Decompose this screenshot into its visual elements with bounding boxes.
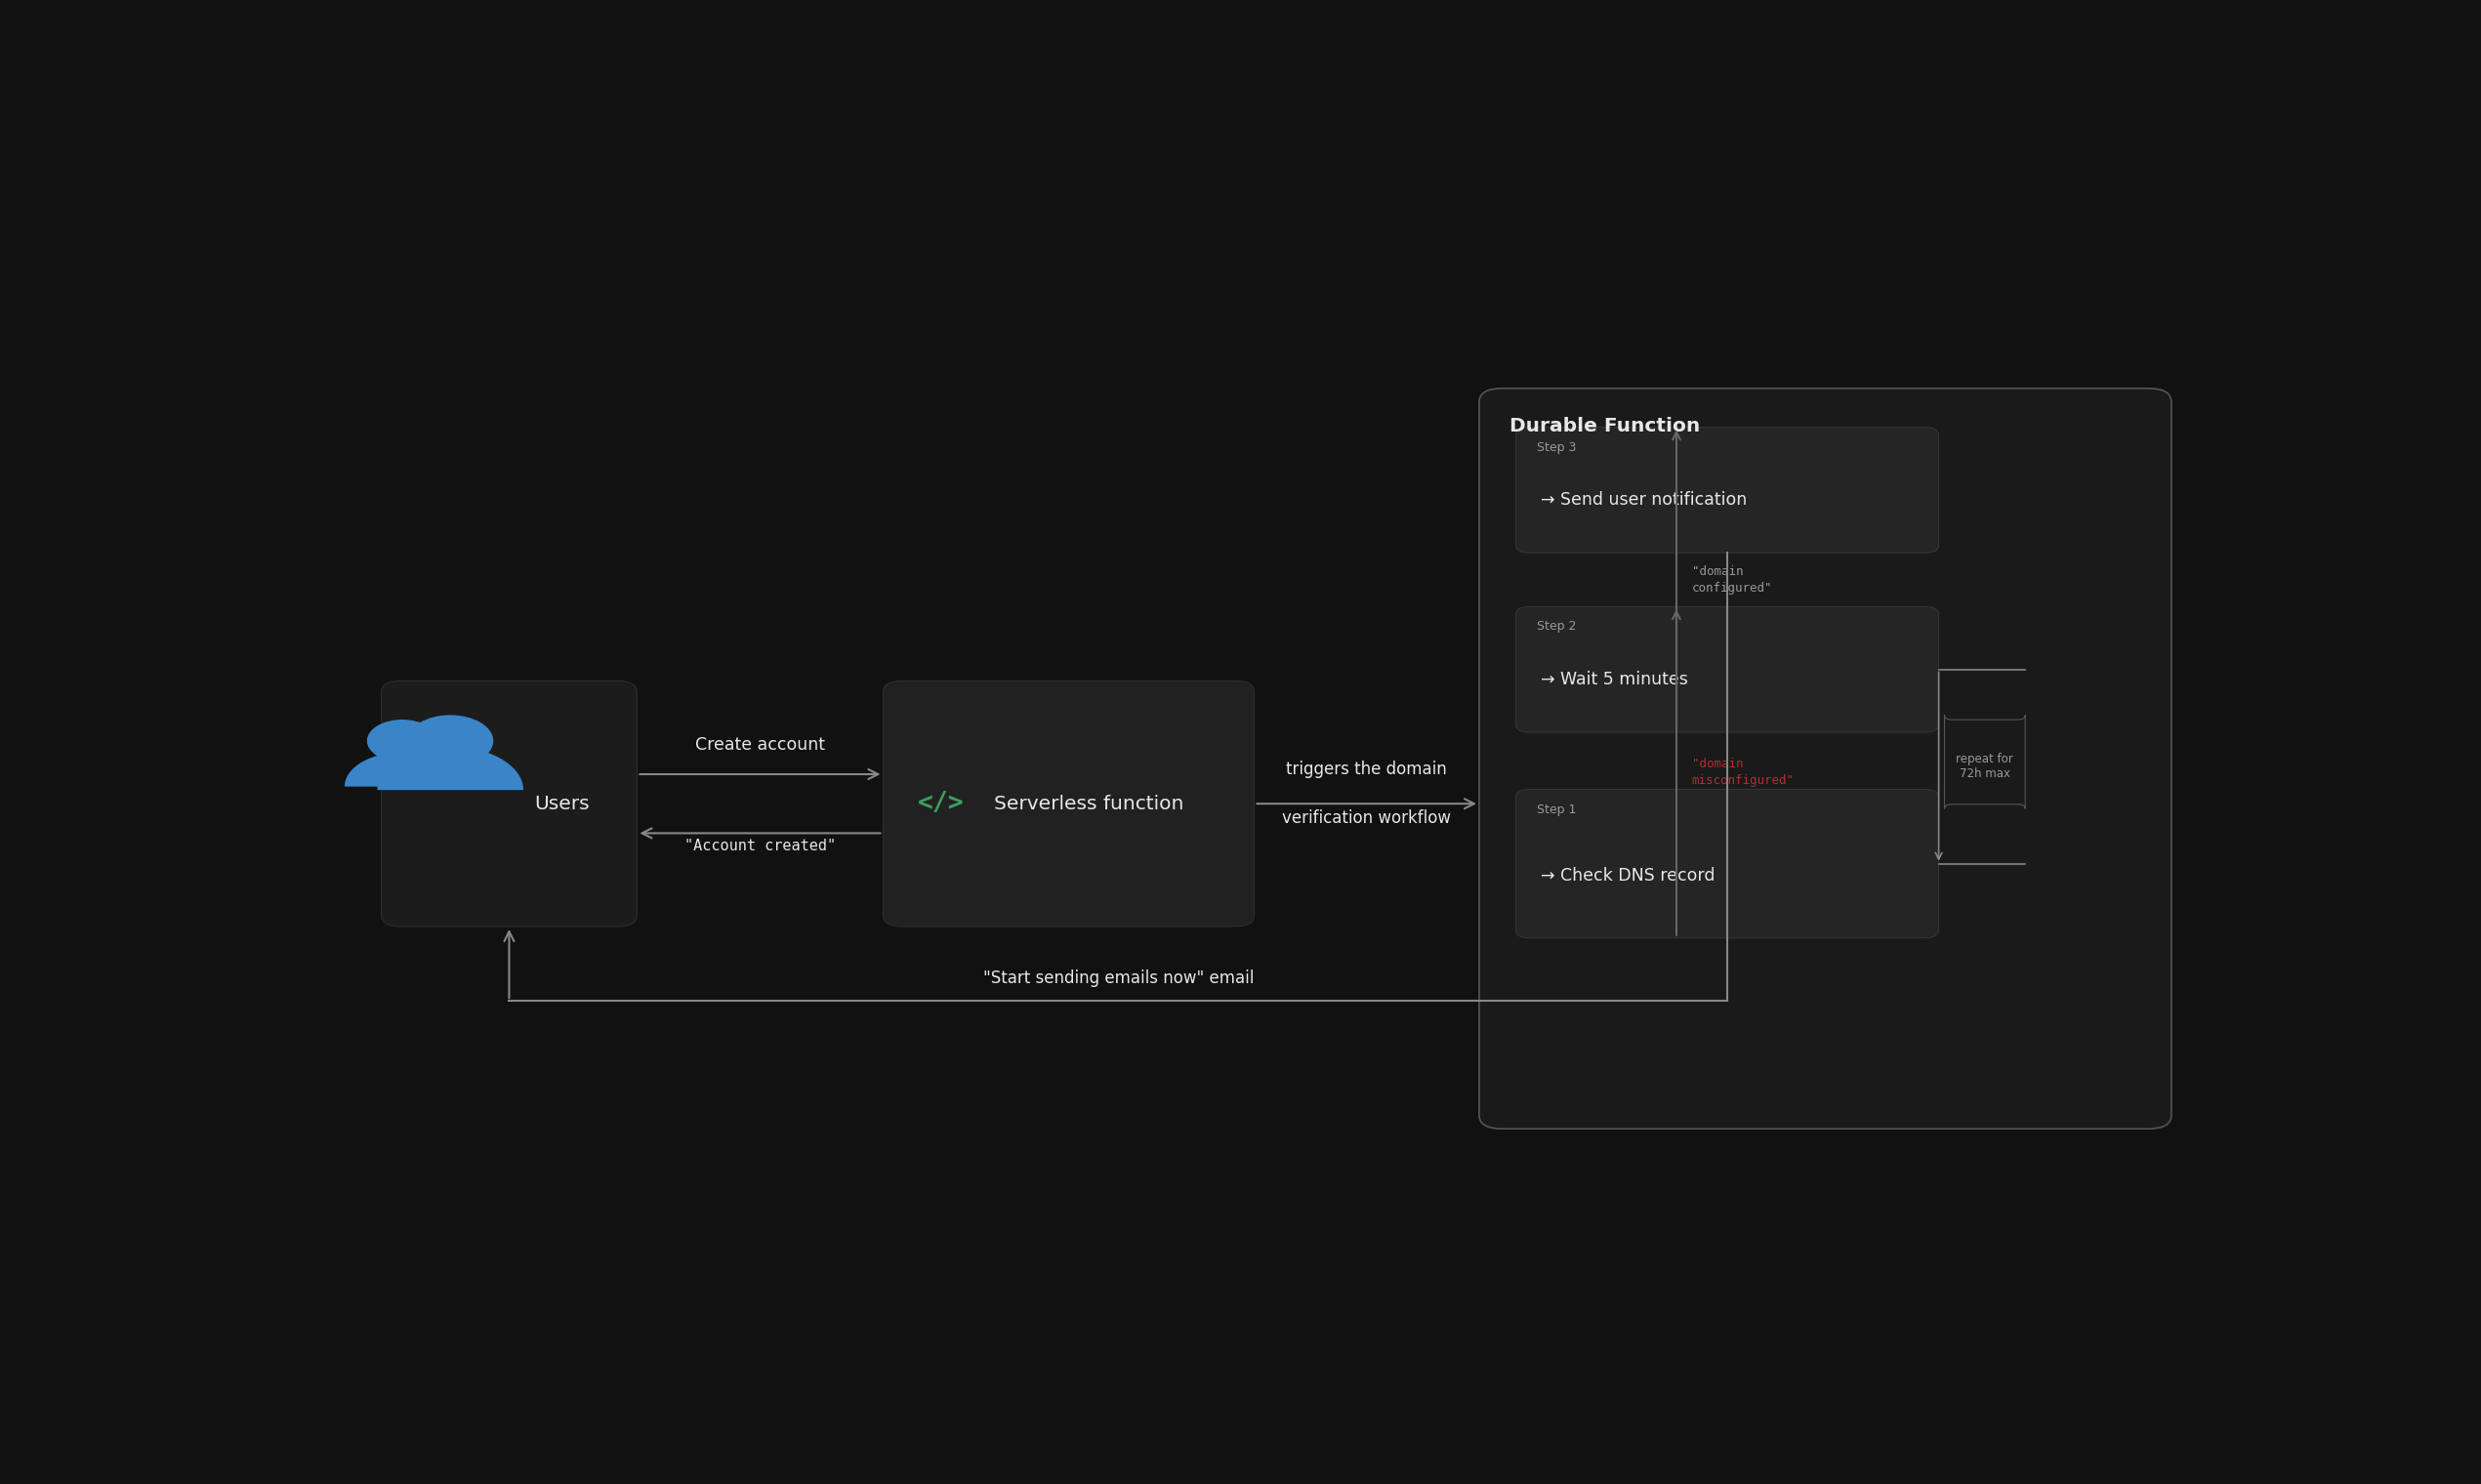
Text: "domain
misconfigured": "domain misconfigured" — [1692, 758, 1794, 787]
Text: verification workflow: verification workflow — [1283, 809, 1451, 827]
Text: → Check DNS record: → Check DNS record — [1541, 867, 1714, 884]
Text: Serverless function: Serverless function — [995, 794, 1183, 813]
Text: "Start sending emails now" email: "Start sending emails now" email — [982, 969, 1253, 987]
Text: Step 1: Step 1 — [1536, 803, 1575, 816]
Text: "domain
configured": "domain configured" — [1692, 565, 1771, 595]
Text: "Account created": "Account created" — [685, 838, 836, 853]
FancyBboxPatch shape — [1516, 427, 1938, 554]
Text: Step 2: Step 2 — [1536, 620, 1575, 634]
FancyBboxPatch shape — [1479, 389, 2171, 1129]
Circle shape — [367, 720, 437, 761]
Text: Users: Users — [536, 794, 590, 813]
Wedge shape — [345, 752, 459, 787]
Text: Create account: Create account — [695, 736, 826, 754]
Text: → Wait 5 minutes: → Wait 5 minutes — [1541, 671, 1687, 689]
FancyBboxPatch shape — [1516, 789, 1938, 938]
Circle shape — [407, 715, 494, 766]
FancyBboxPatch shape — [382, 681, 638, 926]
FancyBboxPatch shape — [1945, 715, 2024, 809]
Text: triggers the domain: triggers the domain — [1285, 761, 1446, 779]
Text: </>: </> — [918, 791, 965, 816]
Text: → Send user notification: → Send user notification — [1541, 491, 1747, 509]
FancyBboxPatch shape — [883, 681, 1255, 926]
FancyBboxPatch shape — [1516, 607, 1938, 732]
Wedge shape — [377, 746, 523, 789]
Text: Step 3: Step 3 — [1536, 441, 1575, 454]
Text: repeat for
72h max: repeat for 72h max — [1955, 752, 2015, 781]
Text: Durable Function: Durable Function — [1511, 417, 1699, 435]
